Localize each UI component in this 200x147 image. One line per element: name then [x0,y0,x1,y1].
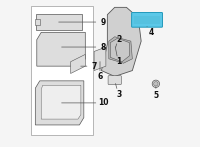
Polygon shape [37,32,85,66]
Text: 3: 3 [116,90,122,99]
Text: 6: 6 [97,72,103,81]
Polygon shape [101,7,141,76]
Polygon shape [71,54,85,74]
Circle shape [152,80,160,87]
Polygon shape [94,47,106,71]
Text: 9: 9 [100,17,106,27]
FancyBboxPatch shape [132,12,162,27]
Text: 8: 8 [100,42,106,52]
FancyBboxPatch shape [31,6,93,135]
Polygon shape [110,38,129,62]
Circle shape [154,82,158,86]
Polygon shape [41,85,81,119]
Text: 7: 7 [91,62,97,71]
Polygon shape [109,37,132,63]
Text: 10: 10 [98,98,108,107]
FancyBboxPatch shape [35,19,40,25]
Text: 5: 5 [153,91,158,100]
FancyBboxPatch shape [36,14,82,30]
Text: 2: 2 [116,35,122,44]
Text: 1: 1 [116,57,122,66]
Text: 4: 4 [149,28,154,37]
FancyBboxPatch shape [108,76,121,85]
Polygon shape [35,81,84,125]
